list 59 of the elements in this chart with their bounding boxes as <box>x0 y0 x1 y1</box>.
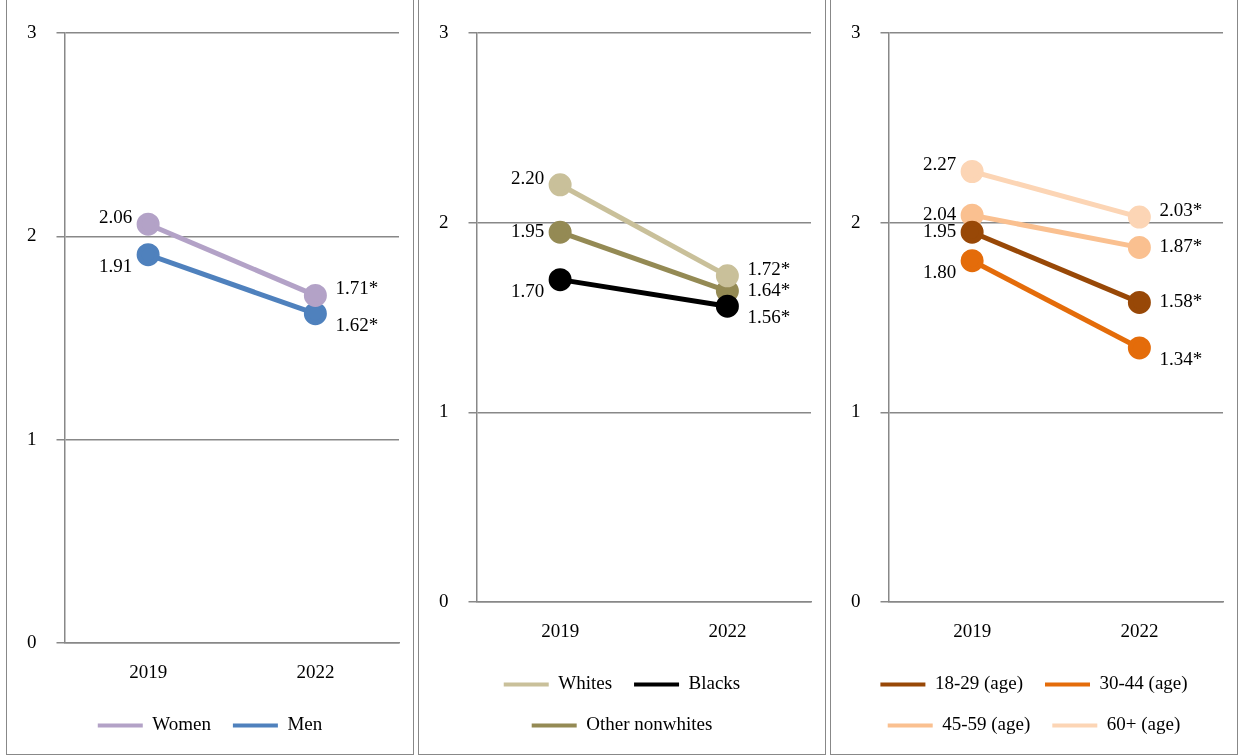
point <box>1127 205 1151 229</box>
point <box>136 212 160 236</box>
point <box>1127 336 1151 360</box>
x-tick-label: 2022 <box>708 619 747 641</box>
y-tick-label: 0 <box>27 631 37 653</box>
data-label: 2.06 <box>98 206 133 228</box>
data-label: 2.03* <box>1159 199 1203 221</box>
x-tick-label: 2019 <box>953 619 992 641</box>
data-label: 2.20 <box>510 166 545 188</box>
point <box>715 264 739 288</box>
legend-label: Men <box>287 713 323 735</box>
data-label: 1.56* <box>747 306 791 328</box>
y-tick-label: 3 <box>439 20 449 42</box>
data-label: 1.80 <box>922 260 957 282</box>
legend-label: Other nonwhites <box>586 713 713 735</box>
data-label: 1.71* <box>335 277 379 299</box>
data-label: 1.62* <box>335 313 379 335</box>
legend-label: 18-29 (age) <box>934 672 1024 695</box>
legend-label: 30-44 (age) <box>1099 672 1188 695</box>
data-label: 1.87* <box>1159 235 1203 257</box>
point <box>548 220 572 244</box>
y-tick-label: 0 <box>851 590 861 612</box>
point <box>715 294 739 318</box>
legend-label: 45-59 (age) <box>942 713 1031 736</box>
data-label: 1.70 <box>510 279 545 301</box>
y-tick-label: 3 <box>851 20 861 42</box>
point <box>136 243 160 267</box>
y-tick-label: 2 <box>851 210 861 232</box>
y-tick-label: 2 <box>27 224 37 246</box>
data-label: 1.64* <box>747 279 791 301</box>
x-tick-label: 2019 <box>129 660 168 682</box>
legend-label: 60+ (age) <box>1106 713 1181 736</box>
data-label: 1.95 <box>510 220 545 242</box>
point <box>303 283 327 307</box>
point <box>548 173 572 197</box>
data-label: 2.27 <box>922 153 957 175</box>
legend-label: Women <box>152 713 212 735</box>
data-label: 1.91 <box>98 254 133 276</box>
data-label: 1.72* <box>747 257 791 279</box>
point <box>960 220 984 244</box>
y-tick-label: 0 <box>439 590 449 612</box>
y-tick-label: 2 <box>439 210 449 232</box>
point <box>303 302 327 326</box>
x-tick-label: 2022 <box>1120 619 1159 641</box>
x-tick-label: 2019 <box>541 619 580 641</box>
point <box>1127 235 1151 259</box>
point <box>1127 290 1151 314</box>
legend-label: Whites <box>558 672 613 694</box>
data-label: 1.58* <box>1159 290 1203 312</box>
data-label: 1.34* <box>1159 347 1203 369</box>
point <box>960 249 984 273</box>
point <box>548 268 572 292</box>
point <box>960 160 984 184</box>
y-tick-label: 1 <box>27 427 37 449</box>
y-tick-label: 1 <box>439 400 449 422</box>
legend-label: Blacks <box>688 672 741 694</box>
x-tick-label: 2022 <box>296 660 335 682</box>
y-tick-label: 3 <box>27 20 37 42</box>
y-tick-label: 1 <box>851 400 861 422</box>
